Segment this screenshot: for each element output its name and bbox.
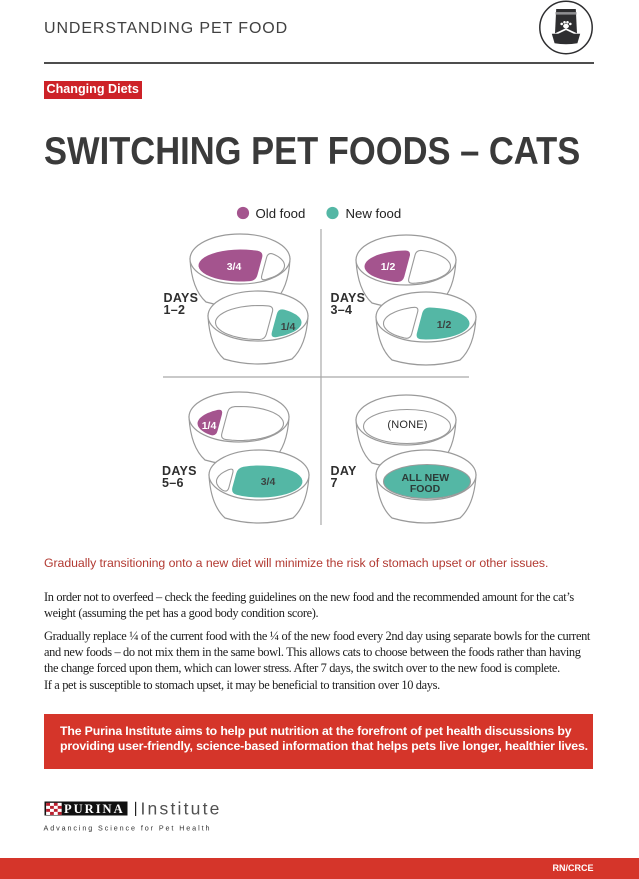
svg-text:5–6: 5–6 <box>162 476 184 490</box>
svg-text:ALL NEW: ALL NEW <box>401 472 449 484</box>
svg-text:1/2: 1/2 <box>381 261 396 273</box>
svg-text:(NONE): (NONE) <box>387 419 427 431</box>
svg-text:FOOD: FOOD <box>410 483 441 495</box>
svg-text:7: 7 <box>331 476 338 490</box>
svg-text:1/4: 1/4 <box>281 321 296 333</box>
svg-text:DAYS: DAYS <box>164 291 199 305</box>
svg-text:Institute: Institute <box>141 799 222 819</box>
svg-text:1–2: 1–2 <box>164 303 186 317</box>
svg-text:Advancing Science for Pet Heal: Advancing Science for Pet Health <box>44 824 212 833</box>
svg-text:3–4: 3–4 <box>331 303 353 317</box>
svg-text:DAY: DAY <box>331 464 358 478</box>
svg-text:1/4: 1/4 <box>202 420 217 432</box>
svg-text:DAYS: DAYS <box>331 291 366 305</box>
svg-text:3/4: 3/4 <box>261 476 276 488</box>
svg-text:1/2: 1/2 <box>437 319 452 331</box>
svg-text:DAYS: DAYS <box>162 464 197 478</box>
svg-text:3/4: 3/4 <box>227 261 242 273</box>
svg-text:PURINA: PURINA <box>64 802 125 816</box>
